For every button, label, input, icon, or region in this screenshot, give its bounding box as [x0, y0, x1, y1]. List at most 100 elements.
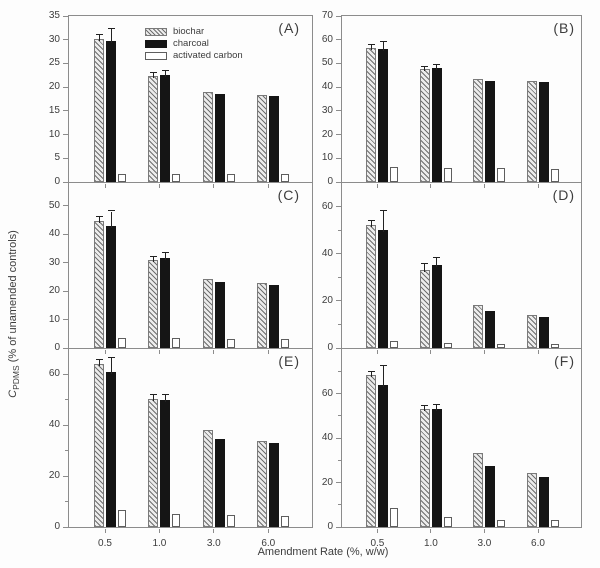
y-tick: [63, 86, 68, 88]
error-bar: [436, 404, 438, 412]
bar-biochar-3.0: [473, 452, 484, 527]
y-tick: [63, 373, 68, 375]
bar-biochar-6.0: [257, 94, 268, 182]
error-bar: [436, 257, 438, 267]
bar-ac-0.5: [390, 167, 399, 182]
error-bar-cap: [107, 356, 115, 358]
x-tick-label: 1.0: [423, 538, 438, 549]
error-bar-cap: [161, 69, 169, 71]
error-bar-cap: [149, 256, 157, 257]
panel-e: 0 20 40 60 0.5 1.0 3.0 6.0 (E): [49, 348, 313, 549]
error-bar: [370, 221, 372, 227]
x-tick-label: 1.0: [152, 538, 167, 549]
legend-item-biochar: biochar: [145, 27, 243, 36]
bar-biochar-6.0: [257, 440, 268, 527]
error-bar-cap: [161, 251, 169, 253]
error-bar-cap: [433, 403, 441, 405]
y-tick-label: 0: [54, 176, 60, 187]
x-tick: [483, 350, 485, 354]
y-minor-tick: [338, 370, 341, 372]
x-tick: [537, 529, 539, 533]
bar-biochar-0.5: [366, 375, 377, 527]
y-axis-title: CPDMS (% of unamended controls): [7, 230, 21, 398]
y-axis-title-variable: C: [6, 389, 19, 398]
bar-ac-3.0: [497, 168, 506, 182]
bar-charcoal-1.0: [431, 409, 442, 527]
y-tick: [63, 424, 68, 426]
error-bar: [98, 359, 100, 366]
x-tick-label: 0.5: [370, 538, 385, 549]
error-bar: [98, 216, 100, 224]
y-tick: [336, 62, 341, 64]
error-bar: [424, 405, 426, 412]
bar-ac-6.0: [551, 168, 559, 182]
x-tick: [376, 529, 378, 533]
bar-biochar-3.0: [473, 304, 484, 348]
error-bar-cap: [421, 404, 429, 406]
bar-ac-6.0: [551, 520, 559, 527]
y-tick-label: 25: [48, 57, 60, 69]
error-bar: [164, 394, 166, 402]
bar-ac-3.0: [226, 338, 235, 348]
x-tick: [430, 184, 432, 188]
x-tick: [483, 529, 485, 533]
bar-ac-6.0: [281, 515, 290, 527]
x-tick: [267, 350, 269, 354]
error-bar: [110, 29, 112, 43]
bar-charcoal-6.0: [539, 476, 549, 527]
bar-charcoal-3.0: [485, 80, 496, 182]
x-tick-label: 6.0: [531, 538, 545, 549]
y-tick: [63, 110, 68, 112]
x-tick-label: 0.5: [98, 538, 112, 549]
error-bar: [424, 67, 426, 71]
panel-letter: (E): [278, 353, 300, 369]
y-minor-tick: [338, 323, 341, 325]
error-bar-cap: [421, 66, 429, 68]
y-tick: [63, 39, 68, 41]
legend-swatch-biochar: [145, 27, 167, 36]
y-minor-tick: [65, 450, 68, 452]
bar-charcoal-1.0: [160, 399, 171, 527]
y-tick-label: 0: [327, 342, 333, 353]
bar-charcoal-0.5: [106, 225, 116, 348]
y-tick-label: 10: [321, 152, 333, 164]
panel-letter: (A): [278, 20, 300, 36]
error-bar-cap: [379, 40, 387, 42]
bar-charcoal-3.0: [214, 281, 225, 348]
bar-biochar-1.0: [148, 259, 159, 348]
error-bar-cap: [107, 210, 115, 212]
bar-biochar-6.0: [257, 283, 268, 348]
x-tick: [267, 184, 269, 188]
error-bar-cap: [367, 220, 375, 222]
error-bar: [370, 45, 372, 50]
y-tick: [63, 233, 68, 235]
x-tick: [158, 184, 160, 188]
y-tick-label: 30: [48, 256, 60, 268]
error-bar-cap: [95, 358, 103, 360]
legend-label-activated-carbon: activated carbon: [173, 50, 243, 61]
error-bar-cap: [367, 371, 375, 373]
bar-biochar-0.5: [94, 221, 104, 348]
y-tick: [336, 437, 341, 439]
bar-biochar-3.0: [202, 430, 213, 527]
bar-ac-3.0: [226, 173, 235, 182]
legend-label-charcoal: charcoal: [173, 38, 209, 49]
y-tick: [63, 262, 68, 264]
bar-biochar-6.0: [527, 81, 537, 182]
error-bar-cap: [367, 44, 375, 46]
y-minor-tick: [65, 399, 68, 401]
y-tick-label: 60: [48, 368, 60, 380]
y-tick: [63, 181, 68, 183]
x-tick: [483, 184, 485, 188]
x-tick: [213, 184, 215, 188]
y-tick-label: 20: [321, 476, 333, 488]
bar-charcoal-0.5: [378, 384, 389, 527]
x-tick: [213, 350, 215, 354]
y-tick-label: 20: [48, 285, 60, 297]
y-tick: [336, 300, 341, 302]
panel-d: 0 20 40 60 (D): [322, 182, 582, 354]
bar-charcoal-1.0: [160, 74, 171, 182]
x-tick: [537, 350, 539, 354]
y-tick-label: 35: [48, 10, 60, 21]
